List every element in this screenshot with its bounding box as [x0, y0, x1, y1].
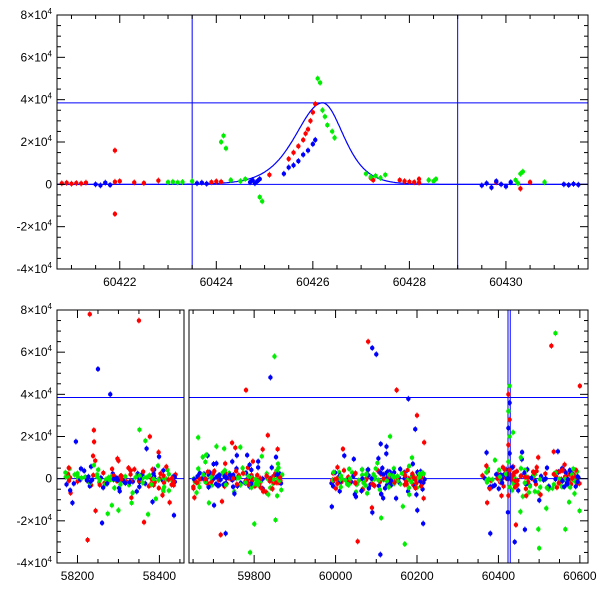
top-plot-frame	[56, 14, 589, 270]
x-tick-label: 60426	[296, 275, 330, 289]
top-panel: 60422 60424 60426 60428 60430 -4×104 -2×104 0 2×…	[17, 7, 589, 289]
bottom-panel: 58200 58400 59800 60000 60200 60400 60600 -4×10…	[17, 302, 597, 583]
y-tick-label: 8×104	[21, 7, 53, 22]
x-tick-label: 60200	[400, 569, 434, 583]
x-tick-label: 59800	[237, 569, 271, 583]
y-tick-label: 2×104	[21, 429, 53, 444]
x-tick-label: 60430	[489, 275, 523, 289]
x-tick-label: 58400	[143, 569, 177, 583]
x-tick-label: 60600	[563, 569, 597, 583]
y-tick-label: 6×104	[21, 344, 53, 359]
y-tick-label: -2×104	[17, 219, 53, 234]
y-tick-label: 0	[45, 177, 52, 191]
x-tick-label: 60400	[482, 569, 516, 583]
y-tick-label: -4×104	[17, 261, 53, 276]
y-tick-label: 4×104	[21, 92, 53, 107]
y-tick-label: 4×104	[21, 386, 53, 401]
x-tick-label: 60424	[200, 275, 234, 289]
x-tick-label: 60000	[319, 569, 353, 583]
y-tick-label: 0	[45, 472, 52, 486]
y-tick-label: 8×104	[21, 302, 53, 317]
bottom-plot-frame-1	[56, 309, 185, 564]
x-tick-label: 60428	[393, 275, 427, 289]
y-tick-label: -2×104	[17, 513, 53, 528]
y-tick-label: -4×104	[17, 555, 53, 570]
y-tick-label: 6×104	[21, 49, 53, 64]
model-curve	[57, 102, 588, 185]
y-tick-label: 2×104	[21, 134, 53, 149]
x-tick-label: 60422	[103, 275, 137, 289]
x-tick-label: 58200	[61, 569, 95, 583]
